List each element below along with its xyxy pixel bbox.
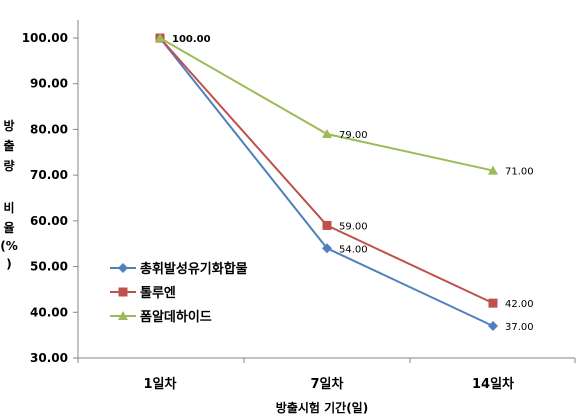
y-tick-label: 30.00 <box>30 351 68 365</box>
y-tick-label: 60.00 <box>30 214 68 228</box>
data-point <box>488 165 498 175</box>
data-label: 71.00 <box>505 167 534 178</box>
y-tick-label: 40.00 <box>30 305 68 319</box>
data-point <box>155 33 165 42</box>
x-axis-title: 방출시험 기간(일) <box>276 400 368 415</box>
x-tick-label: 14일차 <box>472 376 514 392</box>
data-label: 54.00 <box>339 244 368 255</box>
data-label: 37.00 <box>505 322 534 333</box>
x-tick-label: 1일차 <box>144 376 177 392</box>
legend-label: 폼알데하이드 <box>140 309 212 325</box>
y-tick-label: 70.00 <box>30 168 68 182</box>
series-line <box>159 37 494 327</box>
x-tick-label: 7일차 <box>311 376 344 392</box>
y-axis-title-char: 율 <box>3 221 14 235</box>
data-point <box>322 243 332 254</box>
legend-marker <box>118 311 128 320</box>
data-point <box>488 321 498 331</box>
series-line <box>159 37 494 172</box>
data-point <box>322 220 332 230</box>
data-label: 100.00 <box>172 34 211 45</box>
data-label: 59.00 <box>339 221 368 232</box>
y-axis-title-char: ) <box>6 257 11 271</box>
y-tick-label: 90.00 <box>30 77 68 91</box>
y-axis-title-char: 비 <box>3 200 14 215</box>
y-axis-title-char: (% <box>0 239 18 253</box>
data-point <box>322 129 332 138</box>
legend-label: 총휘발성유기화합물 <box>140 261 248 277</box>
legend-marker <box>118 287 128 297</box>
y-axis-title-char: 방 <box>3 118 14 133</box>
data-label: 79.00 <box>339 130 368 141</box>
data-label: 42.00 <box>505 299 534 310</box>
y-tick-label: 100.00 <box>22 31 68 45</box>
y-tick-label: 80.00 <box>30 122 68 136</box>
y-axis-title-char: 출 <box>3 138 14 153</box>
legend-label: 톨루엔 <box>140 285 176 301</box>
y-tick-label: 50.00 <box>30 260 68 274</box>
y-axis-title-char: 량 <box>3 159 14 173</box>
legend-marker <box>118 263 128 273</box>
data-point <box>488 298 498 308</box>
